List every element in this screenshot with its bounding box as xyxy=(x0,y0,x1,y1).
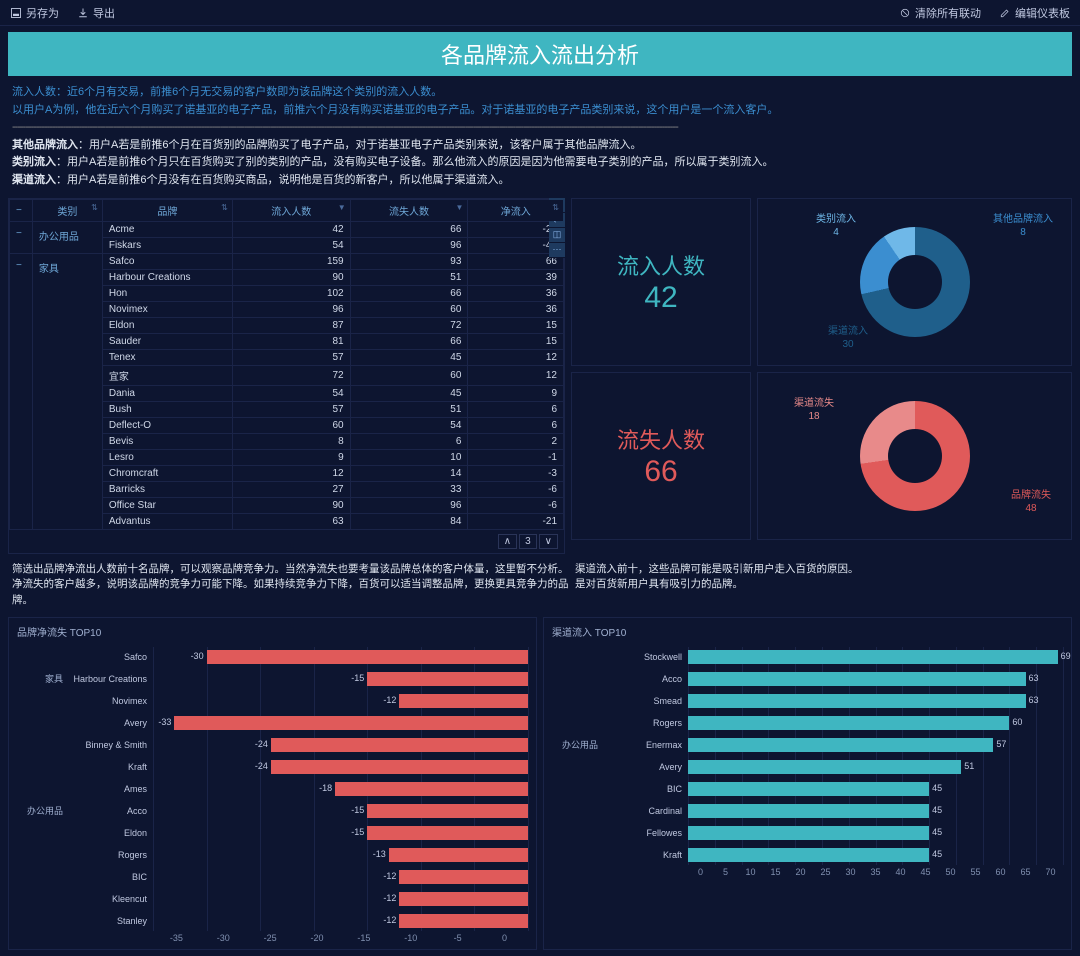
bar-row[interactable]: Cardinal45 xyxy=(552,801,1063,821)
bar-row[interactable]: Acco63 xyxy=(552,669,1063,689)
bar-row[interactable]: Binney & Smith-24 xyxy=(17,735,528,755)
export-button[interactable]: 导出 xyxy=(77,5,115,21)
table-pager[interactable]: ∧3∨ xyxy=(9,530,564,553)
bar-row[interactable]: Rogers60 xyxy=(552,713,1063,733)
bar-row[interactable]: Novimex-12 xyxy=(17,691,528,711)
bar-row[interactable]: Avery-33 xyxy=(17,713,528,733)
bar-row[interactable]: Kleencut-12 xyxy=(17,889,528,909)
bar-row[interactable]: Eldon-15 xyxy=(17,823,528,843)
inflow-donut: 类别流入4 其他品牌流入8 渠道流入30 xyxy=(757,198,1072,366)
bar-row[interactable]: Smead63 xyxy=(552,691,1063,711)
bar-row[interactable]: Rogers-13 xyxy=(17,845,528,865)
bar-row[interactable]: Safco-30 xyxy=(17,647,528,667)
pager-page: 3 xyxy=(519,534,537,549)
bar-row[interactable]: Avery51 xyxy=(552,757,1063,777)
outflow-donut: 渠道流失18 品牌流失48 xyxy=(757,372,1072,540)
bar-row[interactable]: Ames-18 xyxy=(17,779,528,799)
save-as-button[interactable]: 另存为 xyxy=(10,5,59,21)
intro-text: 流入人数：近6个月有交易，前推6个月无交易的客户数即为该品牌这个类别的流入人数。… xyxy=(8,82,1072,192)
left-chart: 品牌净流失 TOP10 Safco-30家具Harbour Creations-… xyxy=(8,617,537,950)
page-title: 各品牌流入流出分析 xyxy=(8,32,1072,76)
table-row[interactable]: −家具Safco1599366 xyxy=(10,253,564,269)
bar-row[interactable]: Kraft-24 xyxy=(17,757,528,777)
notes-left: 筛选出品牌净流出人数前十名品牌，可以观察品牌竞争力。当然净流失也要考量该品牌总体… xyxy=(12,562,569,609)
top-toolbar: 另存为 导出 清除所有联动 编辑仪表板 xyxy=(0,0,1080,26)
notes-right: 渠道流入前十，这些品牌可能是吸引新用户走入百货的原因。 是对百货新用户具有吸引力… xyxy=(575,562,1068,609)
chart-icon[interactable]: ◫ xyxy=(549,228,565,243)
clear-link-button[interactable]: 清除所有联动 xyxy=(899,5,981,21)
bar-row[interactable]: Kraft45 xyxy=(552,845,1063,865)
bar-row[interactable]: 办公用品Acco-15 xyxy=(17,801,528,821)
more-icon[interactable]: ⋯ xyxy=(549,243,565,258)
pager-prev[interactable]: ∧ xyxy=(498,534,517,549)
bar-row[interactable]: BIC-12 xyxy=(17,867,528,887)
data-table-panel: ✎ ⇄ ◫ ⋯ − 类别⇅ 品牌⇅ 流入人数▼ 流失人数▼ 净流入⇅ −办公用品… xyxy=(8,198,565,554)
pager-next[interactable]: ∨ xyxy=(539,534,558,549)
bar-row[interactable]: Stanley-12 xyxy=(17,911,528,931)
bar-row[interactable]: BIC45 xyxy=(552,779,1063,799)
table-row[interactable]: −办公用品Acme4266-24 xyxy=(10,221,564,237)
inflow-metric: 流入人数 42 xyxy=(571,198,751,366)
bar-row[interactable]: Stockwell69 xyxy=(552,647,1063,667)
bar-row[interactable]: 办公用品Enermax57 xyxy=(552,735,1063,755)
bar-row[interactable]: 家具Harbour Creations-15 xyxy=(17,669,528,689)
edit-dashboard-button[interactable]: 编辑仪表板 xyxy=(999,5,1070,21)
bar-row[interactable]: Fellowes45 xyxy=(552,823,1063,843)
brand-table: − 类别⇅ 品牌⇅ 流入人数▼ 流失人数▼ 净流入⇅ −办公用品Acme4266… xyxy=(9,199,564,530)
outflow-metric: 流失人数 66 xyxy=(571,372,751,540)
right-chart: 渠道流入 TOP10 Stockwell69Acco63Smead63Roger… xyxy=(543,617,1072,950)
notes-row: 筛选出品牌净流出人数前十名品牌，可以观察品牌竞争力。当然净流失也要考量该品牌总体… xyxy=(8,560,1072,611)
